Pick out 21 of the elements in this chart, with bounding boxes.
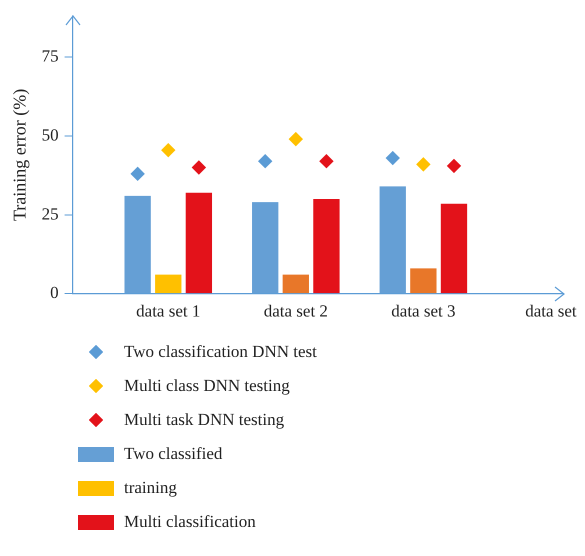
bar <box>186 192 212 294</box>
bar <box>282 274 309 294</box>
bar <box>410 268 437 294</box>
x-tick-label: data set 1 <box>136 301 200 320</box>
y-axis-title: Training error (%) <box>10 88 30 222</box>
x-tick-label: data set <box>525 301 577 320</box>
legend-label: Two classified <box>124 444 222 464</box>
y-tick-label: 75 <box>42 46 59 66</box>
y-tick-label: 50 <box>42 125 59 144</box>
legend-label: Multi task DNN testing <box>124 410 284 430</box>
y-tick-label: 0 <box>50 283 59 302</box>
x-tick-label: data set 3 <box>391 301 456 320</box>
y-tick-label: 25 <box>42 204 59 224</box>
legend-label: Two classification DNN test <box>124 342 317 362</box>
bar <box>313 199 340 294</box>
legend-label: Multi classification <box>124 512 256 532</box>
legend-label: training <box>124 478 177 498</box>
bar <box>440 204 468 294</box>
x-tick-label: data set 2 <box>264 301 328 320</box>
legend-label: Multi class DNN testing <box>124 376 290 396</box>
bar <box>155 274 182 294</box>
